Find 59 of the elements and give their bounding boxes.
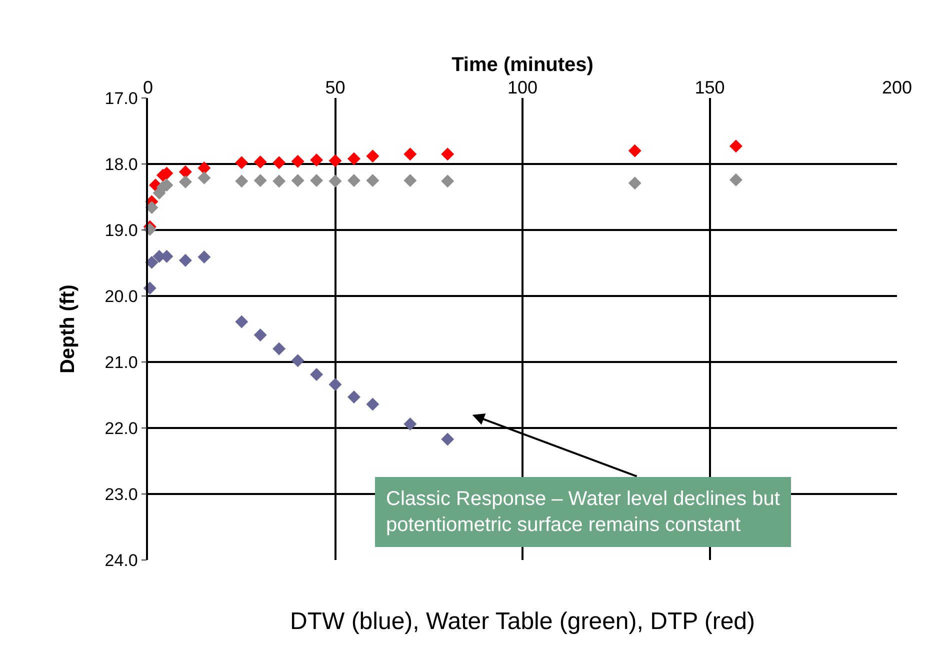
annotation: Classic Response – Water level declines but potentiometric surface remains constant [386, 488, 780, 536]
point [310, 368, 324, 382]
point [272, 174, 286, 188]
point [272, 156, 286, 170]
point [404, 174, 417, 187]
x-tick-label: 150 [694, 77, 725, 98]
y-tick-label: 23.0 [104, 484, 138, 504]
point [628, 176, 642, 190]
x-tick-label: 100 [507, 77, 538, 98]
y-axis-title: Depth (ft) [56, 284, 79, 374]
point [310, 174, 324, 187]
text: DTW (blue), Water Table (green), DTP (red) [290, 608, 756, 635]
point [254, 174, 267, 187]
point [198, 171, 211, 184]
point [198, 161, 211, 174]
point [178, 165, 192, 178]
point [404, 418, 417, 431]
point [347, 152, 360, 166]
x-tick-label: 50 [325, 77, 346, 98]
point [404, 148, 417, 161]
point [729, 140, 742, 153]
point [291, 174, 304, 187]
point [729, 173, 742, 186]
point [291, 354, 304, 368]
point [347, 390, 360, 404]
point [366, 398, 380, 411]
y-tick-label: 21.0 [104, 352, 138, 372]
point [441, 148, 454, 161]
point [235, 156, 248, 170]
point [178, 175, 192, 188]
y-tick-label: 17.0 [104, 88, 138, 108]
y-tick-label: 20.0 [104, 286, 138, 306]
point [272, 342, 286, 356]
point [178, 254, 192, 267]
point [254, 156, 267, 169]
point [328, 378, 342, 391]
point [328, 154, 342, 168]
y-tick-label: 24.0 [104, 550, 138, 570]
point [291, 154, 304, 168]
x-axis-title: Time (minutes) [452, 54, 594, 76]
point [235, 315, 248, 328]
y-tick-label: 18.0 [104, 154, 138, 174]
point [366, 174, 380, 187]
point [366, 150, 380, 163]
point [628, 144, 642, 158]
point [235, 174, 248, 188]
point [145, 256, 158, 269]
y-tick-label: 22.0 [104, 418, 138, 438]
point [441, 432, 454, 446]
point [310, 154, 324, 167]
point [441, 174, 454, 188]
point [198, 250, 211, 264]
x-tick-label: 200 [882, 77, 912, 98]
x-tick-label: 0 [142, 77, 154, 98]
point [254, 328, 267, 342]
point [328, 174, 342, 188]
point [347, 174, 360, 187]
point [145, 201, 158, 214]
y-tick-label: 19.0 [104, 220, 138, 240]
